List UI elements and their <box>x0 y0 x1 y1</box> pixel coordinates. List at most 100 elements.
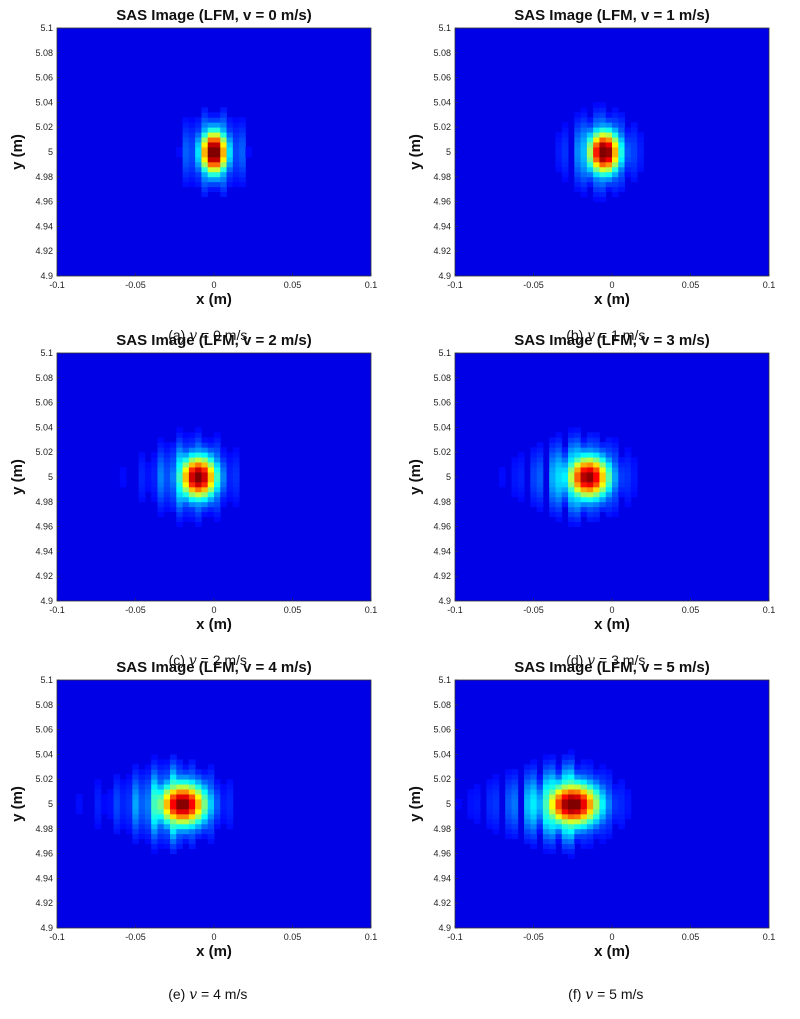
heatmap-cell <box>182 516 190 523</box>
heatmap-cell <box>195 166 202 173</box>
heatmap-cell <box>580 176 588 183</box>
heatmap-cell <box>214 452 221 458</box>
heatmap-cell <box>201 799 209 805</box>
heatmap-cell <box>555 481 563 488</box>
heatmap-cell <box>94 804 102 810</box>
heatmap-cell <box>624 472 632 478</box>
heatmap-cell <box>555 838 563 845</box>
heatmap-cell <box>561 759 569 765</box>
heatmap-cell <box>612 491 619 498</box>
heatmap-cell <box>226 457 234 463</box>
heatmap-cell <box>618 784 625 790</box>
heatmap-cell <box>605 137 613 143</box>
heatmap-cell <box>630 142 638 148</box>
heatmap-cell <box>113 779 121 785</box>
y-tick-label: 5 <box>48 147 53 157</box>
heatmap-cell <box>226 171 234 178</box>
heatmap-cell <box>226 166 234 173</box>
heatmap-cell <box>498 477 506 483</box>
heatmap-cell <box>612 496 619 503</box>
heatmap-cell <box>612 818 619 825</box>
heatmap-cell <box>163 491 171 498</box>
heatmap-cell <box>207 481 215 488</box>
heatmap-cell <box>605 491 613 498</box>
heatmap-cell <box>151 789 158 795</box>
heatmap-cell <box>561 769 569 775</box>
heatmap-cell <box>536 813 544 820</box>
heatmap-cell <box>207 122 215 128</box>
y-tick-label: 4.9 <box>438 271 451 281</box>
heatmap-cell <box>220 818 227 825</box>
heatmap-cell <box>170 848 177 854</box>
heatmap-cell <box>176 496 183 503</box>
heatmap-cell <box>624 447 632 453</box>
heatmap-cell <box>170 804 177 810</box>
heatmap-cell <box>586 833 594 840</box>
heatmap-cell <box>618 156 625 163</box>
heatmap-cell <box>220 191 227 198</box>
heatmap-cell <box>170 828 177 835</box>
heatmap-cell <box>94 799 102 805</box>
heatmap-cell <box>612 152 619 158</box>
caption-symbol: v <box>587 653 596 669</box>
heatmap-cell <box>593 457 600 463</box>
heatmap-cell <box>612 112 619 118</box>
heatmap-cell <box>195 769 202 775</box>
heatmap-cell <box>119 799 127 805</box>
heatmap-cell <box>561 764 569 770</box>
heatmap-cell <box>201 804 209 810</box>
heatmap-cell <box>536 799 544 805</box>
heatmap-cell <box>568 452 575 458</box>
heatmap-cell <box>586 486 594 493</box>
heatmap-cell <box>157 784 165 790</box>
heatmap-cell <box>163 794 171 800</box>
heatmap-cell <box>542 838 550 845</box>
x-tick-label: 0.1 <box>365 605 378 615</box>
heatmap-cell <box>586 759 594 765</box>
heatmap-cell <box>599 823 607 830</box>
heatmap-cell <box>220 132 227 138</box>
heatmap-cell <box>220 152 227 158</box>
heatmap-cell <box>207 804 215 810</box>
heatmap-cell <box>163 467 171 473</box>
heatmap-cell <box>207 779 215 785</box>
heatmap-cell <box>467 813 475 820</box>
x-tick-label: -0.05 <box>523 280 544 290</box>
heatmap-cell <box>561 808 569 815</box>
heatmap-cell <box>605 447 613 453</box>
heatmap-cell <box>612 789 619 795</box>
heatmap-cell <box>580 467 588 473</box>
heatmap-cell <box>605 501 613 508</box>
y-tick-label: 5.1 <box>40 23 53 33</box>
y-tick-label: 4.94 <box>433 873 451 883</box>
heatmap-cell <box>170 467 177 473</box>
heatmap-cell <box>555 516 563 523</box>
heatmap-cell <box>126 818 133 825</box>
heatmap-cell <box>561 491 569 498</box>
heatmap-cell <box>226 789 234 795</box>
heatmap-cell <box>151 813 158 820</box>
heatmap-cell <box>618 823 625 830</box>
x-tick-label: -0.1 <box>49 280 65 290</box>
heatmap-cell <box>195 477 202 483</box>
heatmap-cell <box>232 181 240 188</box>
caption-label: (f) <box>568 986 582 1002</box>
heatmap-cell <box>163 481 171 488</box>
heatmap-cell <box>226 481 234 488</box>
heatmap-cell <box>226 823 234 830</box>
heatmap-cell <box>176 794 183 800</box>
heatmap-cell <box>195 784 202 790</box>
heatmap-cell <box>239 142 246 148</box>
heatmap-svg-b: SAS Image (LFM, v = 1 m/s)-0.1 -0.05 0 0.05… <box>407 7 775 308</box>
heatmap-cell <box>561 127 569 133</box>
y-tick-label: 4.9 <box>438 596 451 606</box>
heatmap-cell <box>207 152 215 158</box>
heatmap-cell <box>586 132 594 138</box>
heatmap-cell <box>182 457 190 463</box>
heatmap-cell <box>486 813 494 820</box>
heatmap-cell <box>593 784 600 790</box>
heatmap-cell <box>163 789 171 795</box>
heatmap-cell <box>612 452 619 458</box>
heatmap-cell <box>188 799 196 805</box>
heatmap-cell <box>618 472 625 478</box>
